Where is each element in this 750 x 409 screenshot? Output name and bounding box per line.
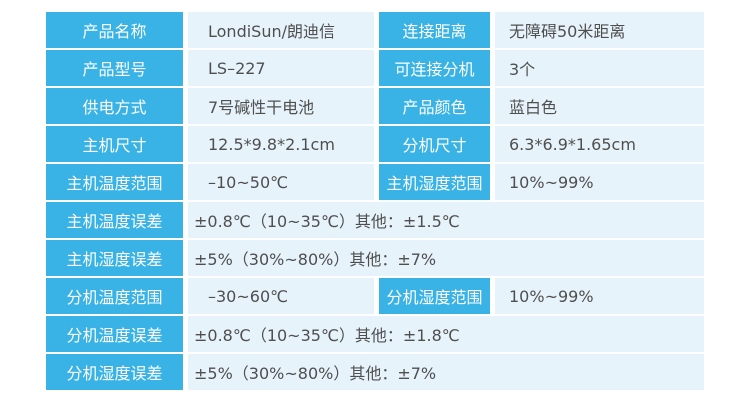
spec-row-host-range: 主机温度范围 –10~50℃ 主机湿度范围 10%~99% [46, 164, 704, 200]
spec-label: 分机湿度误差 [46, 354, 183, 390]
spec-label: 主机尺寸 [46, 126, 183, 162]
spec-value: LS–227 [188, 50, 374, 86]
spec-value: 10%~99% [495, 164, 704, 200]
spec-value: 6.3*6.9*1.65cm [495, 126, 704, 162]
spec-label: 连接距离 [379, 12, 490, 48]
spec-value: ±0.8℃（10~35℃）其他：±1.5℃ [188, 202, 704, 238]
spec-value: ±5%（30%~80%）其他：±7% [188, 354, 704, 390]
spec-label: 分机温度误差 [46, 316, 183, 352]
spec-label: 分机尺寸 [379, 126, 490, 162]
spec-value: ±0.8℃（10~35℃）其他：±1.8℃ [188, 316, 704, 352]
spec-row-sensor-temp-error: 分机温度误差 ±0.8℃（10~35℃）其他：±1.8℃ [46, 316, 704, 352]
spec-label: 供电方式 [46, 88, 183, 124]
spec-label: 分机湿度范围 [379, 278, 490, 314]
spec-value: ±5%（30%~80%）其他：±7% [188, 240, 704, 276]
spec-value: 无障碍50米距离 [495, 12, 704, 48]
spec-value: 7号碱性干电池 [188, 88, 374, 124]
spec-row-host-temp-error: 主机温度误差 ±0.8℃（10~35℃）其他：±1.5℃ [46, 202, 704, 238]
spec-label: 主机温度范围 [46, 164, 183, 200]
spec-row-host-humidity-error: 主机湿度误差 ±5%（30%~80%）其他：±7% [46, 240, 704, 276]
spec-label: 分机温度范围 [46, 278, 183, 314]
spec-value: 蓝白色 [495, 88, 704, 124]
spec-label: 主机湿度误差 [46, 240, 183, 276]
spec-value: –30~60℃ [188, 278, 374, 314]
spec-value: 12.5*9.8*2.1cm [188, 126, 374, 162]
spec-value: –10~50℃ [188, 164, 374, 200]
spec-row-product-name: 产品名称 LondiSun/朗迪信 连接距离 无障碍50米距离 [46, 12, 704, 48]
spec-row-model: 产品型号 LS–227 可连接分机 3个 [46, 50, 704, 86]
spec-label: 主机温度误差 [46, 202, 183, 238]
spec-value: 10%~99% [495, 278, 704, 314]
spec-row-size: 主机尺寸 12.5*9.8*2.1cm 分机尺寸 6.3*6.9*1.65cm [46, 126, 704, 162]
spec-value: 3个 [495, 50, 704, 86]
spec-row-power: 供电方式 7号碱性干电池 产品颜色 蓝白色 [46, 88, 704, 124]
spec-label: 产品颜色 [379, 88, 490, 124]
spec-value: LondiSun/朗迪信 [188, 12, 374, 48]
spec-label: 主机湿度范围 [379, 164, 490, 200]
spec-label: 产品名称 [46, 12, 183, 48]
spec-label: 产品型号 [46, 50, 183, 86]
spec-table: 产品名称 LondiSun/朗迪信 连接距离 无障碍50米距离 产品型号 LS–… [46, 12, 704, 392]
spec-label: 可连接分机 [379, 50, 490, 86]
spec-row-sensor-range: 分机温度范围 –30~60℃ 分机湿度范围 10%~99% [46, 278, 704, 314]
spec-row-sensor-humidity-error: 分机湿度误差 ±5%（30%~80%）其他：±7% [46, 354, 704, 390]
